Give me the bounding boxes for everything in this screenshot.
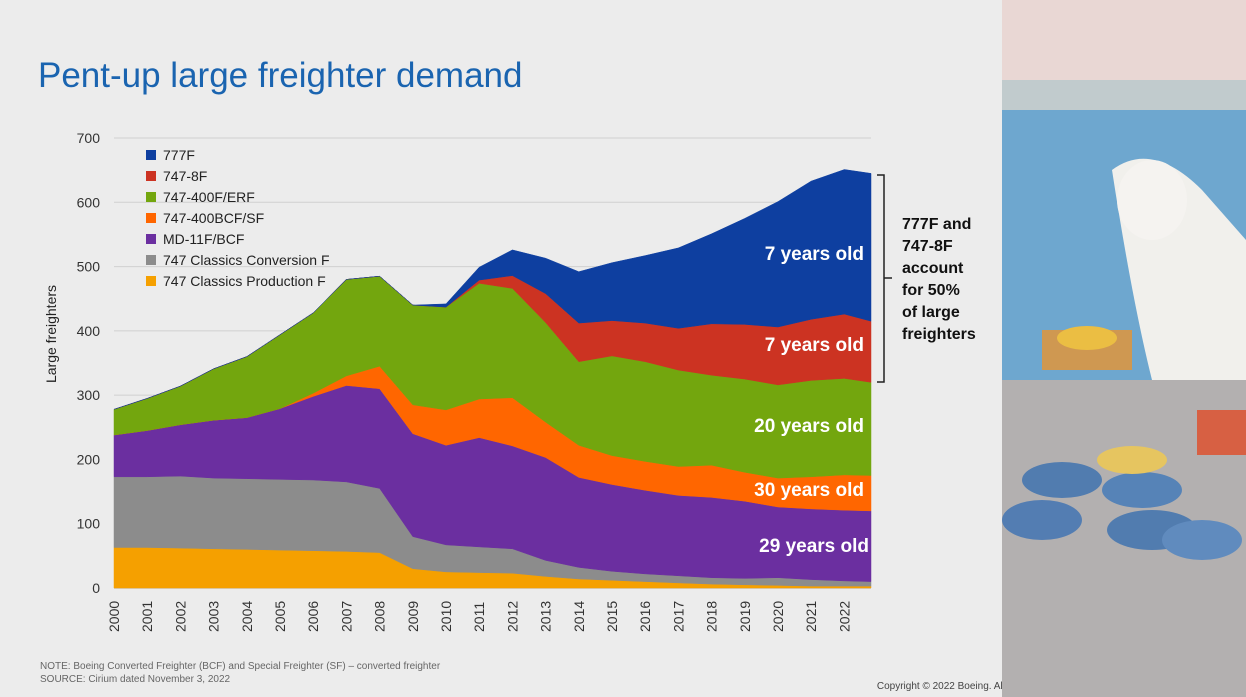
legend-swatch (146, 276, 156, 286)
y-tick-label: 700 (77, 130, 101, 146)
callout-text: 777F and 747-8F account for 50% of large… (902, 214, 976, 346)
y-tick-label: 200 (77, 451, 101, 467)
x-tick-label: 2001 (139, 601, 155, 632)
callout-line: for 50% (902, 282, 960, 299)
y-axis-ticks: 0 100 200 300 400 500 600 700 (77, 130, 101, 596)
x-tick-label: 2010 (438, 601, 454, 632)
x-tick-label: 2019 (737, 601, 753, 632)
x-tick-label: 2016 (637, 601, 653, 632)
y-axis-label: Large freighters (43, 285, 59, 383)
legend-label: 777F (163, 147, 195, 163)
annotations: 7 years old 7 years old 20 years old 30 yea… (754, 244, 869, 557)
y-tick-label: 500 (77, 259, 101, 275)
series-age-label: 20 years old (754, 416, 864, 437)
footnote: NOTE: Boeing Converted Freighter (BCF) a… (40, 661, 441, 672)
callout-line: 777F and (902, 216, 972, 233)
x-tick-label: 2015 (604, 601, 620, 632)
legend-swatch (146, 171, 156, 181)
slide-title: Pent-up large freighter demand (38, 56, 523, 95)
legend: 777F 747-8F 747-400F/ERF 747-400BCF/SF MD-11… (146, 147, 330, 289)
x-tick-label: 2007 (338, 601, 354, 632)
x-tick-label: 2005 (272, 601, 288, 632)
x-tick-label: 2009 (405, 601, 421, 632)
y-tick-label: 300 (77, 387, 101, 403)
legend-label: 747 Classics Conversion F (163, 252, 330, 268)
series-age-label: 7 years old (765, 244, 864, 265)
y-tick-label: 0 (92, 580, 100, 596)
y-tick-label: 600 (77, 194, 101, 210)
x-tick-label: 2020 (770, 601, 786, 632)
legend-swatch (146, 213, 156, 223)
x-tick-label: 2014 (571, 601, 587, 632)
legend-label: 747 Classics Production F (163, 273, 326, 289)
legend-swatch (146, 192, 156, 202)
x-tick-label: 2004 (239, 601, 255, 632)
x-tick-label: 2008 (372, 601, 388, 632)
legend-swatch (146, 150, 156, 160)
x-tick-label: 2012 (504, 601, 520, 632)
x-tick-label: 2021 (803, 601, 819, 632)
series-age-label: 7 years old (765, 335, 864, 356)
x-tick-label: 2011 (471, 602, 487, 632)
legend-label: 747-400BCF/SF (163, 210, 264, 226)
callout-line: 747-8F (902, 238, 953, 255)
callout-line: account (902, 260, 964, 277)
legend-swatch (146, 234, 156, 244)
x-tick-label: 2013 (538, 601, 554, 632)
x-tick-label: 2006 (305, 601, 321, 632)
y-tick-label: 400 (77, 323, 101, 339)
x-tick-label: 2003 (206, 601, 222, 632)
x-tick-label: 2002 (172, 601, 188, 632)
area-777f (113, 169, 872, 410)
y-tick-label: 100 (77, 516, 101, 532)
x-tick-label: 2000 (106, 601, 122, 632)
legend-label: 747-8F (163, 168, 207, 184)
area-series (113, 169, 872, 589)
series-age-label: 29 years old (759, 536, 869, 557)
callout-bracket (877, 174, 892, 383)
source-note: SOURCE: Cirium dated November 3, 2022 (40, 674, 231, 685)
legend-label: 747-400F/ERF (163, 189, 255, 205)
legend-swatch (146, 255, 156, 265)
legend-label: MD-11F/BCF (163, 231, 244, 247)
x-tick-label: 2022 (836, 601, 852, 632)
series-age-label: 30 years old (754, 480, 864, 501)
airport-photo (1002, 0, 1246, 697)
bracket-line (877, 174, 892, 383)
x-tick-label: 2018 (704, 601, 720, 632)
x-axis-ticks: 2000 2001 2002 2003 2004 2005 2006 2007 2008 2009… (106, 601, 852, 632)
callout-line: freighters (902, 326, 976, 343)
x-tick-label: 2017 (670, 601, 686, 632)
callout-line: of large (902, 304, 960, 321)
